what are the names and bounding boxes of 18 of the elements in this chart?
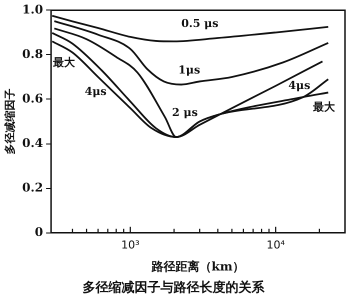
series-label: 2 μs xyxy=(172,106,198,119)
y-tick-label: 0.6 xyxy=(22,91,44,106)
y-tick-label: 0.2 xyxy=(22,180,44,194)
text: 4μs xyxy=(84,85,107,98)
y-tick-label: 1.0 xyxy=(22,2,44,16)
text: 多径缩减因子与路径长度的关系 xyxy=(82,280,266,296)
text: 最大 xyxy=(313,100,336,114)
x-tick-label: 10³ xyxy=(121,238,140,252)
series-label: 4μs xyxy=(288,78,310,92)
x-axis-title: 路径距离（km） xyxy=(150,259,245,274)
x-tick-label: 10⁴ xyxy=(266,238,286,252)
series-label: 0.5 μs xyxy=(181,16,218,30)
series-label: 1μs xyxy=(178,63,200,76)
y-tick-label: 0.4 xyxy=(22,136,44,150)
y-tick-label: 0 xyxy=(34,224,44,239)
series-label: 最大 xyxy=(52,56,76,70)
y-tick-label: 0.8 xyxy=(22,46,44,61)
y-axis-title: 多径减缩因子 xyxy=(3,88,16,154)
